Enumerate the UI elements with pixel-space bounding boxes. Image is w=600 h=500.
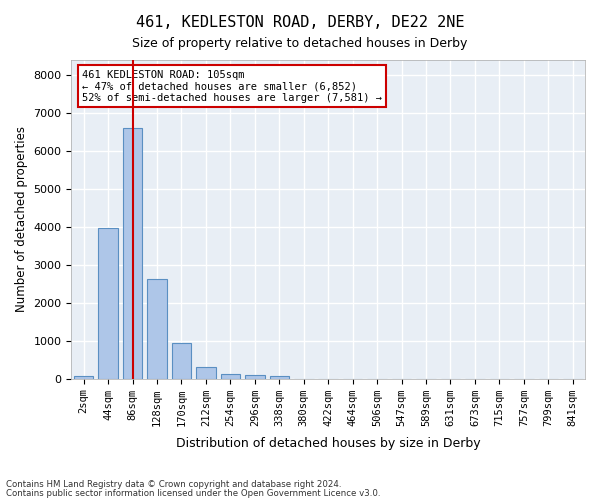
- Bar: [269, 376, 289, 378]
- Bar: [147, 280, 167, 378]
- Bar: [98, 228, 118, 378]
- X-axis label: Distribution of detached houses by size in Derby: Distribution of detached houses by size …: [176, 437, 481, 450]
- Y-axis label: Number of detached properties: Number of detached properties: [15, 126, 28, 312]
- Bar: [172, 342, 191, 378]
- Text: Size of property relative to detached houses in Derby: Size of property relative to detached ho…: [133, 38, 467, 51]
- Bar: [196, 367, 215, 378]
- Bar: [123, 128, 142, 378]
- Text: Contains public sector information licensed under the Open Government Licence v3: Contains public sector information licen…: [6, 489, 380, 498]
- Bar: [74, 376, 94, 378]
- Text: Contains HM Land Registry data © Crown copyright and database right 2024.: Contains HM Land Registry data © Crown c…: [6, 480, 341, 489]
- Bar: [221, 374, 240, 378]
- Text: 461 KEDLESTON ROAD: 105sqm
← 47% of detached houses are smaller (6,852)
52% of s: 461 KEDLESTON ROAD: 105sqm ← 47% of deta…: [82, 70, 382, 103]
- Bar: [245, 375, 265, 378]
- Text: 461, KEDLESTON ROAD, DERBY, DE22 2NE: 461, KEDLESTON ROAD, DERBY, DE22 2NE: [136, 15, 464, 30]
